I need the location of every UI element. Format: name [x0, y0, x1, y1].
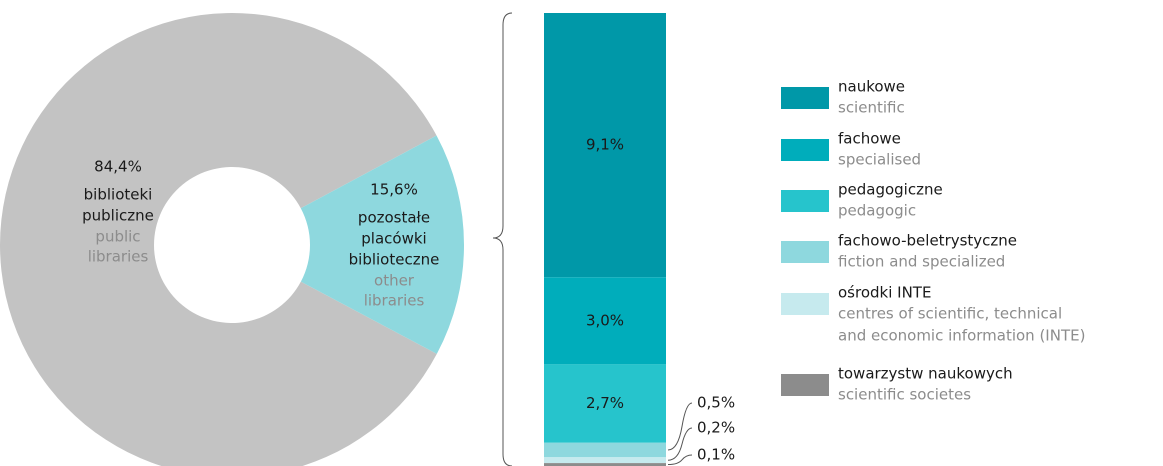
brace [492, 12, 513, 466]
bar-segment [544, 364, 666, 443]
slice-label-en: public [95, 228, 140, 246]
bar-segment [544, 442, 666, 458]
donut-slice [300, 135, 464, 354]
slice-label: pozostałe [358, 209, 430, 227]
legend-label-en: specialised [838, 151, 921, 169]
legend-label: ośrodki INTE [838, 284, 931, 302]
bar-segment [544, 463, 666, 466]
slice-value-label: 84,4% [94, 158, 142, 176]
bar-segment [544, 457, 666, 464]
legend-swatch [781, 293, 829, 315]
segment-label: 0,1% [697, 446, 735, 464]
slice-label: biblioteczne [349, 251, 440, 269]
legend-label: pedagogiczne [838, 181, 943, 199]
legend-label-en: pedagogic [838, 202, 916, 220]
segment-label: 0,5% [697, 394, 735, 412]
segment-label: 9,1% [586, 136, 624, 154]
legend-label-en: fiction and specialized [838, 253, 1005, 271]
slice-label-en: libraries [364, 292, 425, 310]
legend-label-en: scientific [838, 99, 905, 117]
legend-label-en: and economic information (INTE) [838, 327, 1085, 345]
slice-value-label: 15,6% [370, 181, 418, 199]
legend-swatch [781, 190, 829, 212]
legend-label-en: centres of scientific, technical [838, 305, 1062, 323]
segment-label: 0,2% [697, 419, 735, 437]
legend-label: fachowo-beletrystyczne [838, 232, 1017, 250]
legend-swatch [781, 139, 829, 161]
slice-label-en: libraries [88, 248, 149, 266]
donut-slice [0, 13, 437, 466]
legend-swatch [781, 87, 829, 109]
slice-label: publiczne [82, 207, 154, 225]
segment-label: 3,0% [586, 311, 624, 329]
legend-label: fachowe [838, 130, 901, 148]
legend-swatch [781, 374, 829, 396]
legend-swatch [781, 241, 829, 263]
slice-label: placówki [361, 230, 426, 248]
leader-line [667, 402, 693, 451]
segment-label: 2,7% [586, 394, 624, 412]
slice-label: biblioteki [84, 186, 153, 204]
legend-label: towarzystw naukowych [838, 365, 1013, 383]
legend-label: naukowe [838, 78, 905, 96]
leader-line [667, 427, 693, 461]
leader-line [667, 454, 693, 466]
slice-label-en: other [374, 272, 415, 290]
bar-segment [544, 13, 666, 278]
bar-segment [544, 277, 666, 365]
legend-label-en: scientific societes [838, 386, 971, 404]
